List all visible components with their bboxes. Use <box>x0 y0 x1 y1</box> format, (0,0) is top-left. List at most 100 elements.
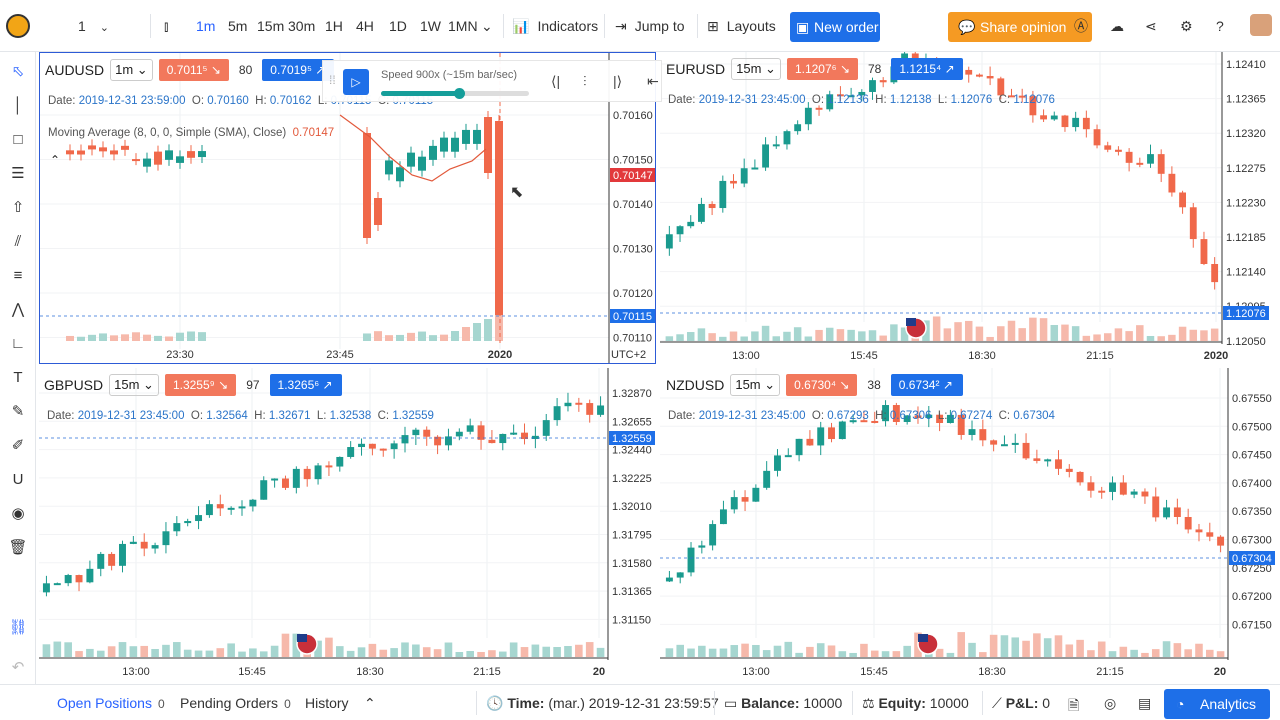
interval-1mn[interactable]: 1MN <box>448 18 478 34</box>
interval-1h[interactable]: 1H <box>325 18 343 34</box>
symbol-label[interactable]: EURUSD <box>666 61 726 77</box>
eye-icon[interactable]: ◉ <box>11 505 25 522</box>
trash-icon[interactable]: 🗑 <box>8 539 28 556</box>
channel-tool-icon[interactable]: ⫽ <box>14 233 22 250</box>
intervals-chevron-down-icon[interactable]: ⌄ <box>481 18 493 34</box>
timeframe-select[interactable]: 1m ⌄ <box>110 59 153 81</box>
candle-body <box>1211 264 1219 283</box>
timeframe-select[interactable]: 15m ⌄ <box>109 374 159 396</box>
chart-canvas[interactable]: 0.67550 0.67500 0.67450 0.67400 0.67350 0.673… <box>660 368 1280 684</box>
avatar[interactable] <box>1250 14 1272 36</box>
volume-bar <box>368 643 377 657</box>
timeframe-select[interactable]: 15m ⌄ <box>731 58 781 80</box>
levels-tool-icon[interactable]: ≡ <box>13 267 23 284</box>
interval-1d[interactable]: 1D <box>389 18 407 34</box>
replay-control-panel: ⁞⁞ ▷ Speed 900x (~15m bar/sec) ⟨| ⫶ |⟩ ⇤ <box>322 60 662 102</box>
price-tick-label: 0.70150 <box>613 155 653 167</box>
fib-tool-icon[interactable]: ☰ <box>11 165 25 182</box>
cursor-icon[interactable]: ⬁ <box>11 63 25 80</box>
sell-button[interactable]: 0.6730⁴ ↘ <box>786 374 858 396</box>
candle-type-icon[interactable]: ⫾ <box>164 18 169 34</box>
chart-audusd[interactable]: 0.70160 0.70150 0.70140 0.70130 0.70120 0.701… <box>39 52 656 364</box>
candle-body <box>129 541 137 544</box>
auto-scale-icon[interactable]: Ⓐ <box>1074 18 1088 34</box>
volume-bar <box>968 642 976 657</box>
cloud-icon[interactable]: ☁ <box>1110 18 1124 34</box>
sell-button[interactable]: 1.1207⁶ ↘ <box>786 58 858 80</box>
share-opinion-button[interactable]: 💬 Share opinion <box>948 12 1092 42</box>
timeframe-select[interactable]: 15m ⌄ <box>730 374 781 396</box>
text-tool-icon[interactable]: T <box>13 369 23 386</box>
step-back-icon[interactable]: ⟨| <box>551 73 561 89</box>
rectangle-tool-icon[interactable]: □ <box>13 131 23 148</box>
candle-step-icon[interactable]: ⫶ <box>583 73 587 89</box>
interval-15m[interactable]: 15m <box>257 18 285 34</box>
candle-body <box>772 144 780 147</box>
document-icon[interactable]: 🗎 <box>1068 697 1080 713</box>
interval-1m[interactable]: 1m <box>196 18 216 34</box>
new-order-icon: ▣ <box>796 19 810 35</box>
symbol-label[interactable]: GBPUSD <box>44 377 104 393</box>
interval-4h[interactable]: 4H <box>356 18 374 34</box>
volume-bar <box>964 320 973 341</box>
candle-body <box>564 402 572 407</box>
candle-body <box>892 405 900 422</box>
interval-5m[interactable]: 5m <box>228 18 248 34</box>
sell-button[interactable]: 1.3255⁹ ↘ <box>164 374 237 396</box>
candle-body <box>385 160 393 175</box>
chart-eurusd[interactable]: 1.12410 1.12365 1.12320 1.12275 1.12230 1.121… <box>660 52 1280 364</box>
chart-canvas[interactable]: 0.70160 0.70150 0.70140 0.70130 0.70120 0.701… <box>40 53 655 363</box>
gear-icon[interactable]: ⚙ <box>1180 18 1193 34</box>
line-tool-icon[interactable]: │ <box>13 97 23 114</box>
play-button[interactable]: ▷ <box>343 69 369 95</box>
analytics-button[interactable]: ◔ Analytics <box>1164 689 1270 719</box>
chevron-up-icon[interactable]: ⌃ <box>364 695 376 711</box>
chart-nzdusd[interactable]: 0.67550 0.67500 0.67450 0.67400 0.67350 0.673… <box>660 368 1280 684</box>
brush-tool-icon[interactable]: ✎ <box>11 403 25 420</box>
layouts-button[interactable]: ⊞ Layouts <box>707 14 776 38</box>
buy-button[interactable]: 1.1215⁴ ↗ <box>891 58 964 80</box>
moving-average-legend[interactable]: Moving Average (8, 0, 0, Simple (SMA), C… <box>48 127 334 139</box>
tab-history[interactable]: History <box>305 695 349 711</box>
share-icon[interactable]: ⋖ <box>1145 18 1157 34</box>
interval-1w[interactable]: 1W <box>420 18 441 34</box>
volume-bar <box>484 319 492 341</box>
symbol-label[interactable]: AUDUSD <box>45 62 105 78</box>
pattern-tool-icon[interactable]: ⋀ <box>11 301 25 318</box>
buy-button[interactable]: 0.6734² ↗ <box>890 374 963 396</box>
chart-canvas[interactable]: 1.12410 1.12365 1.12320 1.12275 1.12230 1.121… <box>660 52 1280 364</box>
balance: ▭ Balance: 10000 <box>724 695 842 712</box>
magnet-icon[interactable]: U <box>12 471 24 488</box>
buy-button[interactable]: 1.3265⁶ ↗ <box>269 374 342 396</box>
new-order-button[interactable]: ▣ New order <box>790 12 880 42</box>
volume-bar <box>665 648 674 657</box>
notes-icon[interactable]: ▤ <box>1138 695 1152 711</box>
undo-icon[interactable]: ↶ <box>11 659 25 676</box>
drag-handle-icon[interactable]: ⁞⁞ <box>329 73 336 87</box>
slider-knob[interactable] <box>454 88 466 99</box>
volume-bar <box>806 646 814 657</box>
step-forward-icon[interactable]: |⟩ <box>613 73 623 89</box>
volume-bar <box>698 645 706 657</box>
jump-to-button[interactable]: ⇥ Jump to <box>615 14 685 38</box>
help-icon[interactable]: ? <box>1216 18 1224 34</box>
symbol-label[interactable]: NZDUSD <box>666 377 725 393</box>
collapse-legend-icon[interactable]: ⌃ <box>50 153 61 167</box>
tab-pending-orders[interactable]: Pending Orders 0 <box>180 695 291 711</box>
interval-30m[interactable]: 30m <box>288 18 316 34</box>
exit-replay-icon[interactable]: ⇤ <box>647 73 659 89</box>
sell-button[interactable]: 0.7011⁵ ↘ <box>158 59 229 81</box>
replay-speed-slider[interactable] <box>381 88 529 99</box>
buy-button[interactable]: 0.7019⁵ ↗ <box>262 59 335 81</box>
pencil-tool-icon[interactable]: ✐ <box>11 437 25 454</box>
measure-tool-icon[interactable]: ∟ <box>10 335 26 352</box>
tab-open-positions[interactable]: Open Positions 0 <box>57 695 165 711</box>
layout-count-select[interactable]: 1 ⌄ <box>78 14 109 38</box>
indicators-button[interactable]: 📊 Indicators <box>512 14 598 38</box>
chart-gbpusd[interactable]: 1.32870 1.32655 1.32440 1.32225 1.32010 1.317… <box>39 368 656 684</box>
volume-bar <box>314 640 322 657</box>
speed-icon[interactable]: ◎ <box>1104 695 1117 711</box>
arrow-up-tool-icon[interactable]: ⇧ <box>11 199 25 216</box>
price-tick-label: 1.12140 <box>1226 267 1266 279</box>
link-icon[interactable]: ⛓ <box>8 619 28 636</box>
